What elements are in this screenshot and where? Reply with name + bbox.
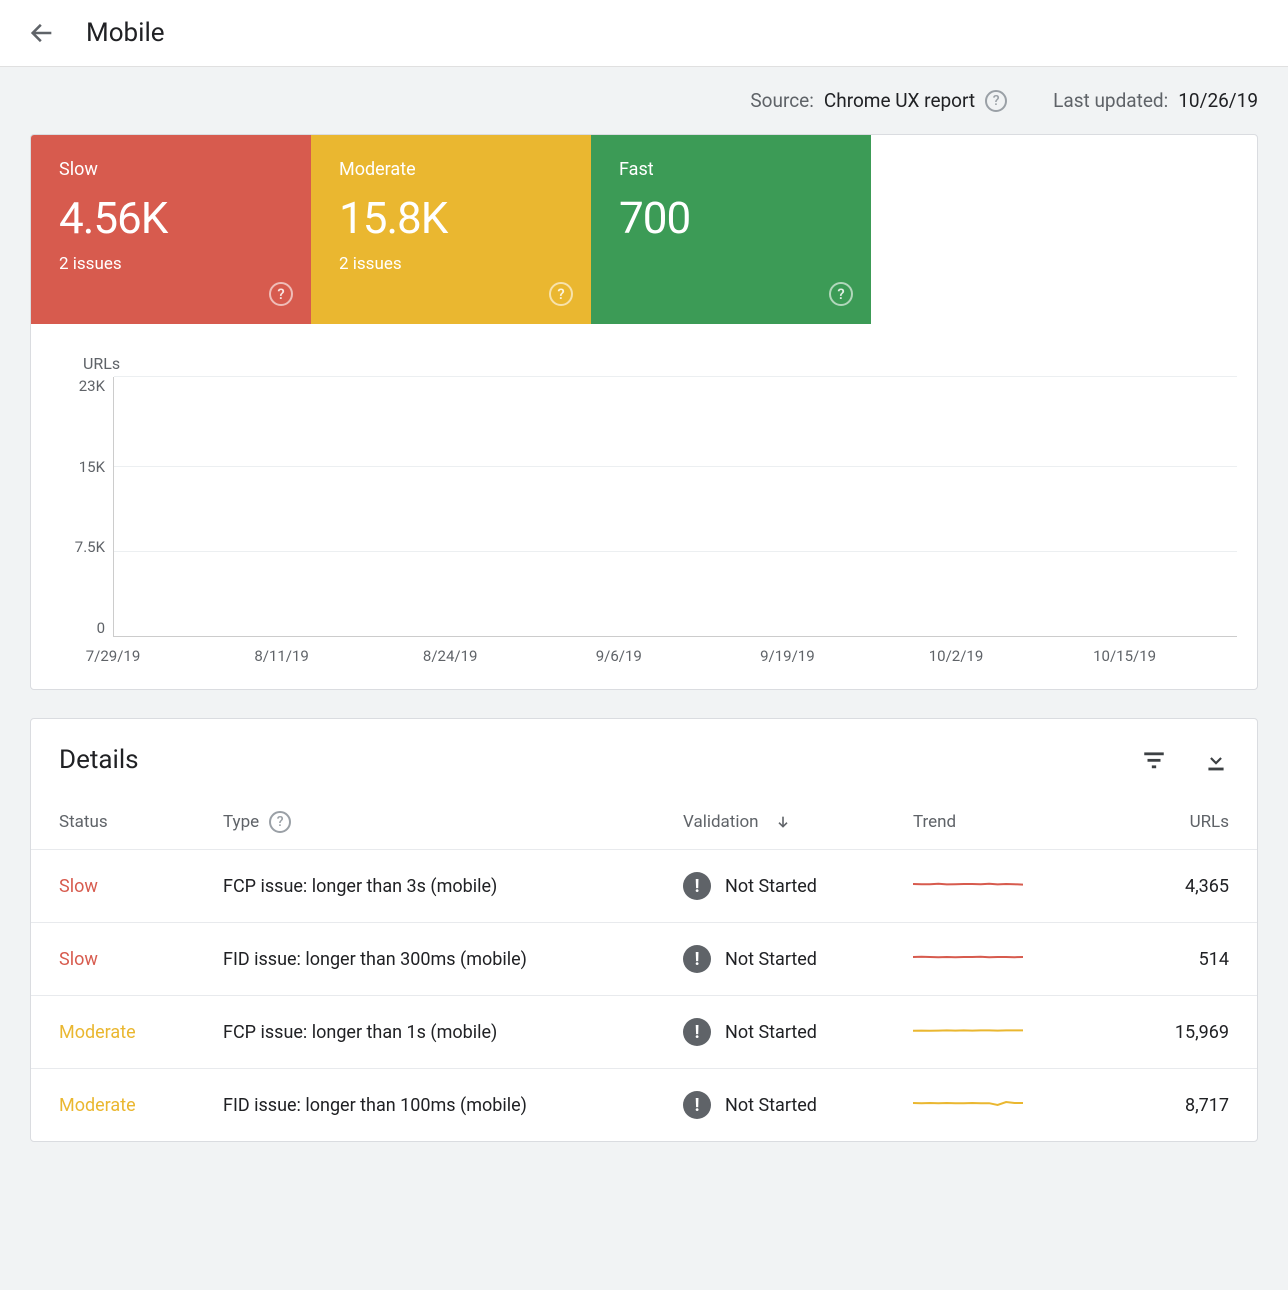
validation-text: Not Started — [725, 876, 817, 897]
summary-tabs: Slow 4.56K 2 issues? Moderate 15.8K 2 issues?… — [31, 135, 1257, 324]
chart-yaxis: 23K 15K 7.5K 0 — [51, 377, 113, 637]
status-chip: Slow — [59, 949, 98, 970]
tab-label: Moderate — [339, 159, 563, 180]
status-chip: Moderate — [59, 1095, 136, 1116]
tab-value: 4.56K — [59, 192, 283, 244]
issues-table: Status Type? Validation Trend URLs Slow F… — [31, 795, 1257, 1141]
validation-text: Not Started — [725, 1022, 817, 1043]
help-icon[interactable]: ? — [549, 282, 573, 306]
chart-ylabel: URLs — [83, 354, 1237, 373]
urls-chart: URLs 23K 15K 7.5K 0 7/29/19 8/11/19 8/24/19 9/… — [31, 324, 1257, 689]
source-value: Chrome UX report — [824, 89, 975, 112]
xtick-label: 8/24/19 — [423, 647, 478, 665]
summary-tab-slow[interactable]: Slow 4.56K 2 issues? — [31, 135, 311, 324]
url-count: 514 — [1071, 923, 1257, 996]
page-title: Mobile — [86, 18, 165, 48]
details-card: Details Status Type? Validation Trend UR… — [30, 718, 1258, 1142]
issue-type: FID issue: longer than 300ms (mobile) — [211, 923, 671, 996]
status-chip: Moderate — [59, 1022, 136, 1043]
back-arrow-icon[interactable] — [28, 19, 56, 47]
col-validation[interactable]: Validation — [683, 812, 759, 832]
ytick-label: 15K — [79, 458, 105, 476]
validation-cell: ! Not Started — [683, 1091, 889, 1119]
tab-issues: 2 issues — [339, 254, 563, 274]
summary-tab-fast[interactable]: Fast 700? — [591, 135, 871, 324]
filter-icon[interactable] — [1141, 747, 1167, 773]
meta-bar: Source: Chrome UX report ? Last updated:… — [0, 67, 1288, 134]
ytick-label: 23K — [79, 377, 105, 395]
exclamation-icon: ! — [683, 945, 711, 973]
trend-sparkline — [913, 874, 1023, 894]
tab-issues: 2 issues — [59, 254, 283, 274]
updated-label: Last updated: — [1053, 89, 1168, 112]
summary-tab-moderate[interactable]: Moderate 15.8K 2 issues? — [311, 135, 591, 324]
xtick-label: 10/2/19 — [929, 647, 984, 665]
issues-tbody: Slow FCP issue: longer than 3s (mobile)! N… — [31, 850, 1257, 1142]
exclamation-icon: ! — [683, 1018, 711, 1046]
xtick-label: 9/6/19 — [596, 647, 642, 665]
col-type[interactable]: Type — [223, 812, 259, 832]
updated-value: 10/26/19 — [1178, 89, 1258, 112]
trend-sparkline — [913, 1093, 1023, 1113]
tab-label: Fast — [619, 159, 843, 180]
validation-cell: ! Not Started — [683, 1018, 889, 1046]
table-row[interactable]: Slow FID issue: longer than 300ms (mobile… — [31, 923, 1257, 996]
xtick-label: 10/15/19 — [1093, 647, 1156, 665]
url-count: 4,365 — [1071, 850, 1257, 923]
url-count: 8,717 — [1071, 1069, 1257, 1142]
trend-sparkline — [913, 1020, 1023, 1040]
validation-cell: ! Not Started — [683, 945, 889, 973]
tab-value: 15.8K — [339, 192, 563, 244]
issue-type: FCP issue: longer than 1s (mobile) — [211, 996, 671, 1069]
ytick-label: 7.5K — [75, 538, 105, 556]
validation-cell: ! Not Started — [683, 872, 889, 900]
col-trend[interactable]: Trend — [913, 812, 956, 832]
help-icon[interactable]: ? — [829, 282, 853, 306]
exclamation-icon: ! — [683, 872, 711, 900]
col-urls[interactable]: URLs — [1190, 812, 1229, 832]
details-title: Details — [59, 745, 1105, 775]
ytick-label: 0 — [97, 619, 105, 637]
xtick-label: 8/11/19 — [254, 647, 309, 665]
source-label: Source: — [750, 89, 813, 112]
help-icon[interactable]: ? — [985, 90, 1007, 112]
table-row[interactable]: Moderate FID issue: longer than 100ms (mo… — [31, 1069, 1257, 1142]
chart-bars — [114, 377, 1237, 636]
col-status[interactable]: Status — [59, 812, 108, 832]
issue-type: FCP issue: longer than 3s (mobile) — [211, 850, 671, 923]
status-chip: Slow — [59, 876, 98, 897]
trend-sparkline — [913, 947, 1023, 967]
help-icon[interactable]: ? — [269, 282, 293, 306]
sort-desc-icon — [775, 814, 791, 830]
validation-text: Not Started — [725, 1095, 817, 1116]
xtick-label: 9/19/19 — [760, 647, 815, 665]
issue-type: FID issue: longer than 100ms (mobile) — [211, 1069, 671, 1142]
table-row[interactable]: Slow FCP issue: longer than 3s (mobile)! N… — [31, 850, 1257, 923]
url-count: 15,969 — [1071, 996, 1257, 1069]
chart-xaxis: 7/29/198/11/198/24/199/6/199/19/1910/2/1… — [113, 637, 1237, 677]
tab-value: 700 — [619, 192, 843, 244]
xtick-label: 7/29/19 — [86, 647, 141, 665]
chart-card: Slow 4.56K 2 issues? Moderate 15.8K 2 issues?… — [30, 134, 1258, 690]
table-row[interactable]: Moderate FCP issue: longer than 1s (mobil… — [31, 996, 1257, 1069]
help-icon[interactable]: ? — [269, 811, 291, 833]
validation-text: Not Started — [725, 949, 817, 970]
download-icon[interactable] — [1203, 747, 1229, 773]
exclamation-icon: ! — [683, 1091, 711, 1119]
tab-label: Slow — [59, 159, 283, 180]
page-header: Mobile — [0, 0, 1288, 67]
chart-plot — [113, 377, 1237, 637]
